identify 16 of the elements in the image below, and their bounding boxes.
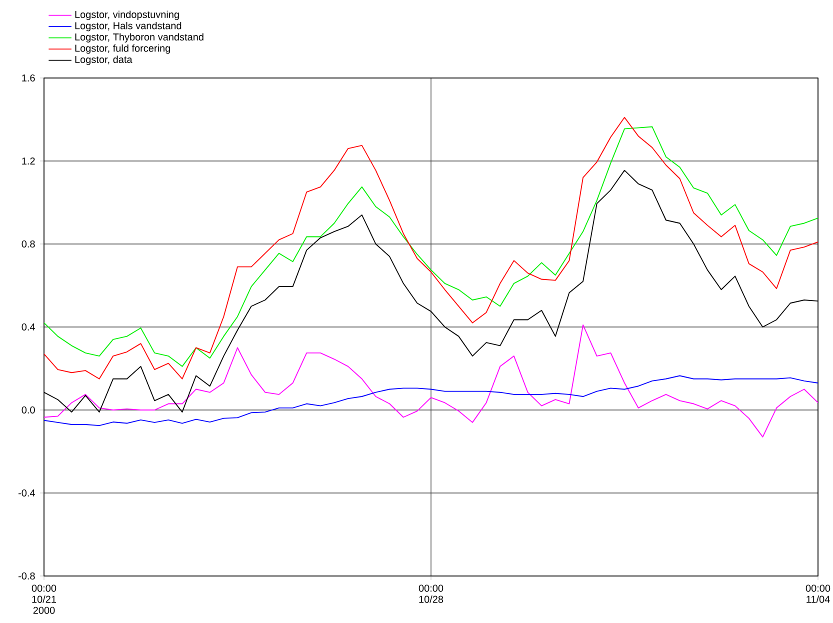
y-tick-label: 0.0 [22, 406, 35, 414]
legend-label: Logstor, data [75, 56, 132, 65]
line-series [44, 324, 818, 438]
y-tick-label: 0.8 [22, 240, 35, 248]
x-tick-label: 00:00 10/21 2000 [32, 584, 56, 614]
y-tick-label: -0.8 [18, 572, 35, 580]
y-tick-label: -0.4 [18, 489, 35, 497]
legend-label: Logstor, vindopstuvning [75, 10, 179, 20]
y-tick-label: 0.4 [22, 323, 35, 331]
legend-label: Logstor, fuld forcering [75, 44, 170, 54]
y-tick-label: 1.2 [22, 157, 35, 164]
legend-label: Logstor, Thyboron vandstand [75, 33, 204, 42]
legend-label: Logstor, Hals vandstand [75, 22, 182, 32]
y-tick-label: 1.6 [22, 74, 35, 82]
x-tick-label: 00:00 10/28 [418, 584, 444, 603]
x-tick-label: 00:00 11/04 [806, 584, 830, 603]
